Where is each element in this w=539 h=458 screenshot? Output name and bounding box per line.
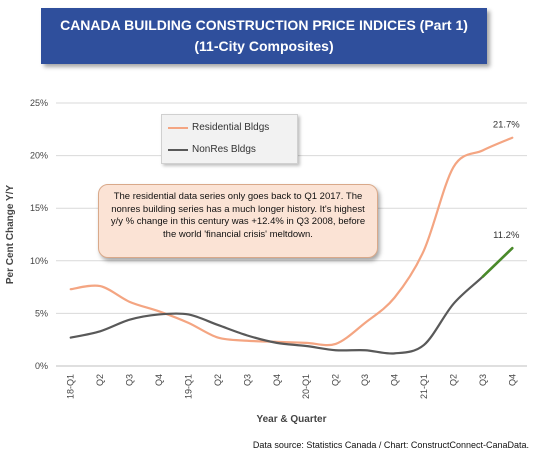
x-axis-title: Year & Quarter	[256, 414, 326, 425]
x-tick-label: 20-Q1	[301, 374, 311, 399]
x-tick-label: Q2	[331, 374, 341, 386]
legend-label-nonres: NonRes Bldgs	[192, 144, 256, 155]
data-source-note: Data source: Statistics Canada / Chart: …	[252, 440, 529, 450]
x-tick-label: Q2	[213, 374, 223, 386]
legend-swatch-residential	[168, 126, 188, 129]
chart-legend: Residential Bldgs NonRes Bldgs	[161, 114, 298, 164]
y-tick-label: 15%	[30, 203, 48, 213]
x-tick-label: Q2	[95, 374, 105, 386]
x-tick-label: 19-Q1	[183, 374, 193, 399]
end-value-label: 11.2%	[493, 230, 520, 241]
y-tick-label: 25%	[30, 98, 48, 108]
annotation-callout: The residential data series only goes ba…	[98, 184, 378, 258]
series-line-residential	[69, 136, 514, 347]
x-tick-label: Q3	[478, 374, 488, 386]
x-tick-label: Q3	[242, 374, 252, 386]
x-tick-label: Q2	[448, 374, 458, 386]
y-tick-label: 10%	[30, 256, 48, 266]
y-tick-label: 5%	[35, 308, 48, 318]
x-tick-label: 21-Q1	[419, 374, 429, 399]
nonres-highlight-segment	[481, 246, 514, 278]
legend-item-nonres: NonRes Bldgs	[168, 144, 256, 155]
y-tick-label: 20%	[30, 151, 48, 161]
chart-title-line1: CANADA BUILDING CONSTRUCTION PRICE INDIC…	[60, 17, 468, 33]
chart-title-line2: (11-City Composites)	[194, 38, 334, 54]
x-tick-label: Q3	[360, 374, 370, 386]
y-axis-title: Per Cent Change Y/Y	[5, 185, 16, 285]
x-tick-label: Q4	[507, 374, 517, 386]
end-value-label: 21.7%	[493, 120, 520, 131]
x-tick-label: 18-Q1	[66, 374, 76, 399]
x-tick-label: Q4	[390, 374, 400, 386]
legend-item-residential: Residential Bldgs	[168, 122, 269, 133]
x-tick-label: Q4	[154, 374, 164, 386]
legend-swatch-nonres	[168, 148, 188, 151]
y-tick-label: 0%	[35, 361, 48, 371]
x-tick-label: Q3	[125, 374, 135, 386]
legend-label-residential: Residential Bldgs	[192, 122, 270, 133]
series-line-nonres	[69, 247, 514, 355]
chart-title-box: CANADA BUILDING CONSTRUCTION PRICE INDIC…	[41, 8, 487, 64]
x-tick-label: Q4	[272, 374, 282, 386]
